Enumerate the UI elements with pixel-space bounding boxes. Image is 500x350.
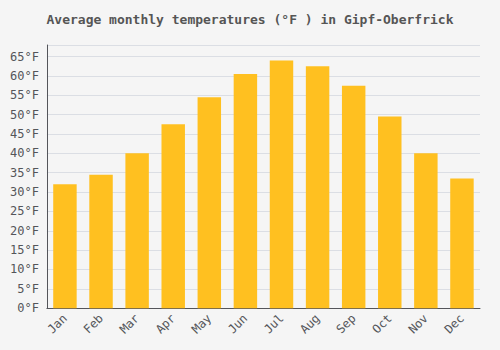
svg-text:5°F: 5°F: [17, 282, 39, 296]
svg-text:Average monthly temperatures (: Average monthly temperatures (°F ) in Gi…: [47, 12, 454, 27]
svg-text:30°F: 30°F: [10, 185, 39, 199]
svg-text:35°F: 35°F: [10, 166, 39, 180]
svg-text:Feb: Feb: [81, 311, 106, 336]
svg-text:Jan: Jan: [45, 311, 70, 336]
svg-text:20°F: 20°F: [10, 224, 39, 238]
svg-text:May: May: [189, 311, 214, 336]
svg-text:10°F: 10°F: [10, 262, 39, 276]
svg-text:0°F: 0°F: [17, 301, 39, 315]
svg-text:Apr: Apr: [153, 311, 178, 336]
svg-text:Oct: Oct: [370, 311, 395, 336]
svg-text:Mar: Mar: [117, 311, 142, 336]
svg-text:Jul: Jul: [261, 311, 286, 336]
svg-text:60°F: 60°F: [10, 69, 39, 83]
svg-text:55°F: 55°F: [10, 88, 39, 102]
svg-text:50°F: 50°F: [10, 108, 39, 122]
svg-text:Sep: Sep: [333, 311, 358, 336]
svg-text:15°F: 15°F: [10, 243, 39, 257]
svg-text:65°F: 65°F: [10, 50, 39, 64]
svg-text:25°F: 25°F: [10, 204, 39, 218]
svg-text:Dec: Dec: [442, 311, 467, 336]
svg-text:40°F: 40°F: [10, 146, 39, 160]
svg-text:Jun: Jun: [225, 311, 250, 336]
svg-text:Nov: Nov: [406, 311, 431, 336]
svg-text:Aug: Aug: [297, 311, 322, 336]
svg-text:45°F: 45°F: [10, 127, 39, 141]
